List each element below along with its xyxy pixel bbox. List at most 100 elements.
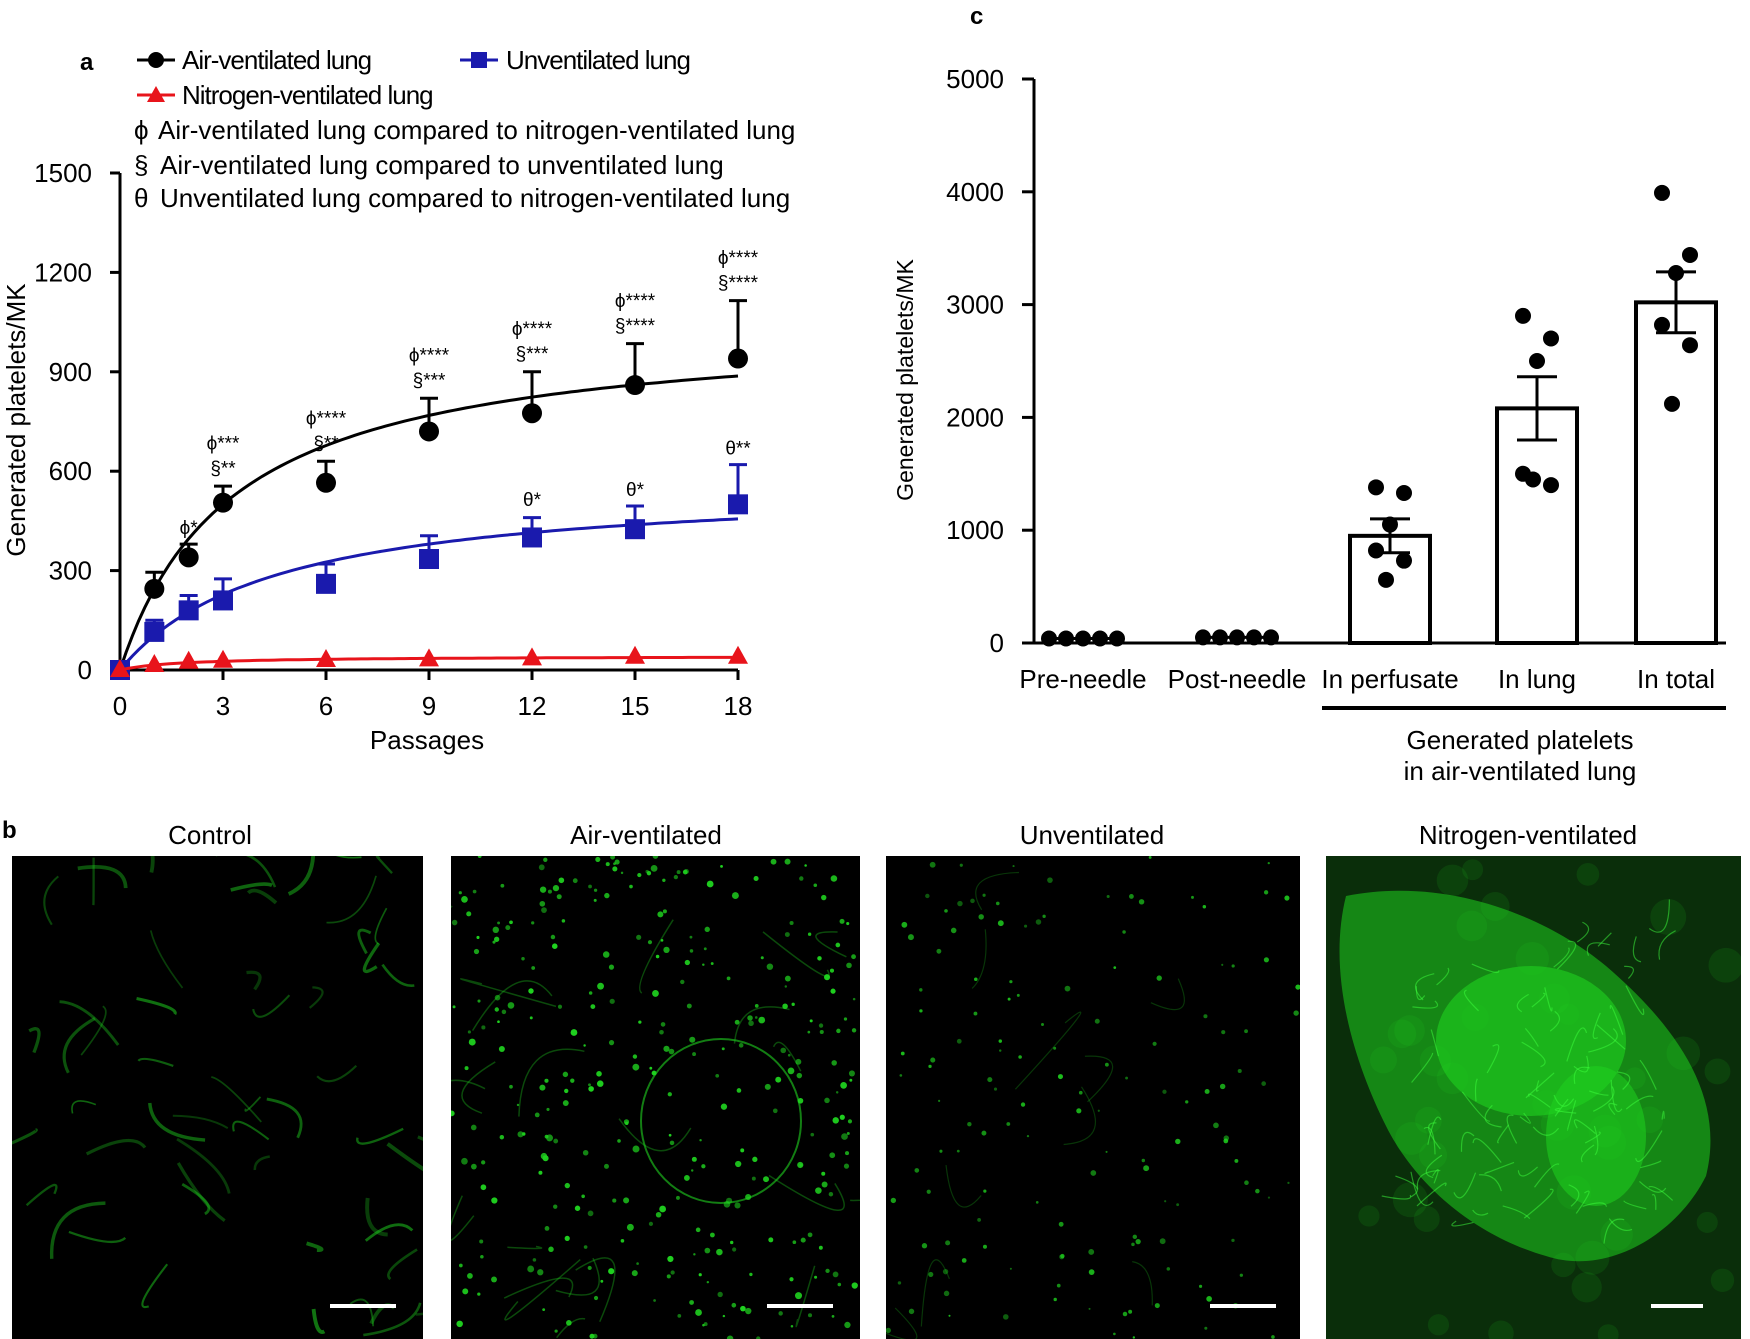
platelet-dot [629, 884, 633, 889]
platelet-dot [572, 878, 578, 884]
fibrin-strand [1531, 992, 1546, 1008]
fibrin-strand [1381, 1194, 1412, 1200]
platelet-dot [1105, 1150, 1108, 1153]
platelet-dot [632, 1063, 640, 1071]
platelet-dot [844, 1321, 851, 1329]
platelet-dot [669, 1140, 675, 1146]
data-point [316, 573, 336, 594]
platelet-dot [819, 1029, 824, 1034]
platelet-dot [479, 1239, 484, 1244]
tissue-strand [252, 994, 291, 1018]
platelet-dot [704, 1247, 711, 1254]
platelet-dot [534, 1112, 540, 1118]
platelet-dot [751, 1176, 756, 1181]
platelet-dot [608, 1268, 615, 1275]
platelet-dot [564, 1235, 570, 1241]
data-dot [1109, 630, 1125, 647]
note-2-symbol: § [134, 150, 148, 180]
platelet-dot [552, 884, 560, 892]
micro-image-air [451, 856, 860, 1339]
platelet-dot [997, 920, 1004, 927]
platelet-dot [476, 935, 480, 940]
platelet-dot [527, 1265, 535, 1273]
fibrin-strand [1639, 1059, 1657, 1090]
data-point [144, 654, 165, 673]
platelet-dot [667, 1092, 672, 1097]
platelet-dot [497, 1020, 500, 1024]
platelet-dot [1090, 1170, 1097, 1176]
y-tick-label-c: 0 [990, 628, 1004, 658]
platelet-dot [828, 1191, 834, 1197]
fibrin-strand [1549, 1010, 1560, 1032]
platelet-dot [1009, 1267, 1012, 1270]
data-dot [1368, 479, 1384, 496]
platelet-dot [596, 1080, 604, 1087]
tissue-strand [326, 875, 377, 924]
platelet-dot [481, 1025, 486, 1030]
platelet-dot [582, 1149, 589, 1156]
fibrin-strand [1608, 1102, 1618, 1116]
data-dot [1229, 629, 1245, 646]
platelet-dot [999, 1049, 1002, 1052]
platelet-dot [663, 1045, 670, 1052]
platelet-dot [1223, 1138, 1229, 1144]
platelet-dot [775, 1076, 782, 1083]
platelet-dot [617, 1139, 621, 1143]
platelet-dot [682, 869, 688, 875]
tissue-strand [43, 875, 59, 926]
platelet-dot [1255, 1188, 1260, 1194]
platelet-dot [620, 871, 624, 875]
platelet-dot [550, 934, 556, 940]
platelet-dot [900, 1051, 905, 1056]
platelet-dot [570, 1029, 578, 1036]
tissue-strand [62, 1017, 96, 1074]
platelet-dot [973, 1011, 978, 1016]
panel-label-c: c [970, 3, 983, 30]
platelet-dot [818, 1245, 823, 1250]
platelet-dot [722, 1314, 726, 1318]
platelet-dot [1239, 1273, 1243, 1277]
background-blob [1462, 859, 1484, 881]
tissue-strand [215, 856, 277, 888]
x-tick-label-a: 15 [621, 691, 650, 721]
category-label: In perfusate [1321, 664, 1458, 694]
platelet-dot [814, 1275, 818, 1279]
platelet-dot [780, 1047, 787, 1054]
platelet-dot [706, 1280, 710, 1284]
legend-marker-nitrogen [147, 86, 165, 102]
platelet-dot [1159, 1238, 1166, 1245]
platelet-dot [557, 1004, 563, 1009]
background-blob [1696, 1211, 1718, 1233]
platelet-dot [846, 962, 852, 969]
platelet-dot [956, 1149, 960, 1153]
platelet-dot [710, 962, 714, 965]
fibrin-strand [1519, 1112, 1531, 1124]
platelet-dot [608, 1040, 615, 1046]
tissue-strand [638, 919, 674, 994]
platelet-dot [1094, 1018, 1100, 1024]
fibrin-strand [1423, 1126, 1436, 1155]
platelet-dot [981, 1130, 987, 1136]
platelet-dot [546, 1107, 550, 1111]
platelet-dot [1267, 1196, 1271, 1199]
fibrin-strand [1648, 1185, 1674, 1201]
platelet-dot [587, 1265, 592, 1271]
x-tick-label-a: 12 [518, 691, 547, 721]
tissue-strand [365, 1197, 388, 1237]
tissue-strand [815, 931, 847, 958]
platelet-dot [1176, 1203, 1180, 1207]
tissue-strand [246, 888, 278, 905]
tissue-strand [316, 1064, 358, 1083]
platelet-dot [1166, 1267, 1171, 1271]
data-dot [1682, 246, 1698, 263]
platelet-dot [692, 1052, 697, 1057]
platelet-dot [734, 1202, 741, 1209]
platelet-dot [657, 911, 664, 918]
platelet-dot [662, 909, 667, 914]
platelet-dot [832, 1117, 839, 1124]
platelet-dot [928, 1271, 934, 1277]
platelet-dot [532, 1258, 537, 1262]
fibrin-strand [1453, 1172, 1477, 1199]
data-point [144, 621, 165, 642]
fibrin-strand [1412, 1000, 1439, 1009]
